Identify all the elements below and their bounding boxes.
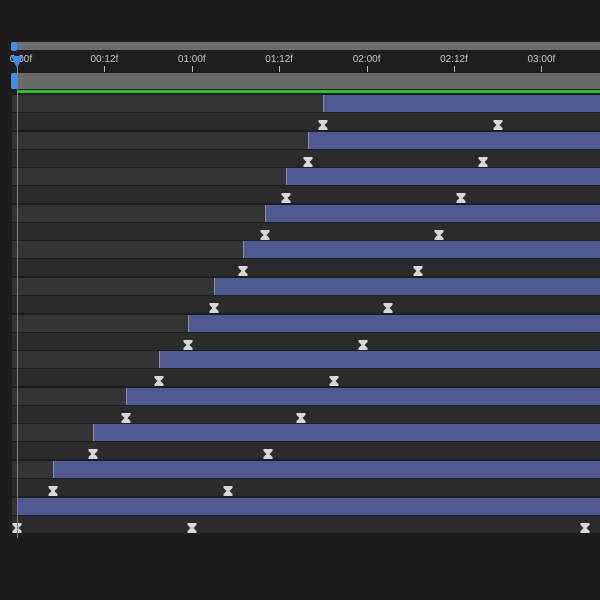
hourglass-keyframe-icon[interactable] bbox=[238, 263, 248, 277]
layer-row bbox=[12, 497, 600, 515]
work-area-bar[interactable] bbox=[12, 73, 600, 89]
hourglass-keyframe-icon[interactable] bbox=[456, 190, 466, 204]
keyframe-row bbox=[12, 296, 600, 313]
ruler-label: 01:12f bbox=[265, 54, 294, 65]
keyframe-row bbox=[12, 222, 600, 240]
layer-duration-bar[interactable] bbox=[53, 461, 600, 478]
layer-duration-bar[interactable] bbox=[93, 424, 600, 442]
hourglass-keyframe-icon[interactable] bbox=[154, 373, 164, 387]
keyframe-row bbox=[12, 405, 600, 423]
hourglass-keyframe-icon[interactable] bbox=[358, 337, 368, 350]
layer-duration-bar[interactable] bbox=[242, 241, 600, 259]
hourglass-keyframe-icon[interactable] bbox=[209, 300, 219, 313]
ruler-tick bbox=[279, 66, 281, 72]
keyframe-row bbox=[12, 369, 600, 387]
ruler-tick bbox=[104, 66, 106, 72]
layer-duration-bar[interactable] bbox=[322, 95, 600, 112]
hourglass-keyframe-icon[interactable] bbox=[413, 263, 423, 277]
keyframe-row bbox=[12, 149, 600, 167]
keyframe-row bbox=[12, 442, 600, 460]
hourglass-keyframe-icon[interactable] bbox=[183, 337, 193, 350]
layer-duration-bar[interactable] bbox=[308, 131, 600, 149]
hourglass-keyframe-icon[interactable] bbox=[296, 410, 306, 423]
layer-duration-bar[interactable] bbox=[17, 497, 600, 515]
ruler-label: 00:12f bbox=[90, 54, 119, 65]
ruler-tick bbox=[541, 66, 543, 72]
hourglass-keyframe-icon[interactable] bbox=[260, 227, 270, 240]
layer-row bbox=[12, 351, 600, 369]
hourglass-keyframe-icon[interactable] bbox=[318, 117, 328, 130]
layer-duration-bar[interactable] bbox=[126, 387, 600, 405]
ruler-label: 01:00f bbox=[177, 54, 206, 65]
keyframe-row bbox=[12, 186, 600, 204]
hourglass-keyframe-icon[interactable] bbox=[121, 410, 131, 423]
hourglass-keyframe-icon[interactable] bbox=[580, 520, 590, 533]
layer-row bbox=[12, 241, 600, 259]
layer-row bbox=[12, 168, 600, 186]
hourglass-keyframe-icon[interactable] bbox=[329, 373, 339, 387]
keyframe-row bbox=[12, 332, 600, 350]
playhead-handle-icon[interactable] bbox=[11, 56, 23, 68]
hourglass-keyframe-icon[interactable] bbox=[434, 227, 444, 240]
ruler-tick bbox=[366, 66, 368, 72]
layer-row bbox=[12, 387, 600, 405]
layer-duration-bar[interactable] bbox=[286, 168, 600, 186]
layer-row bbox=[12, 204, 600, 222]
hourglass-keyframe-icon[interactable] bbox=[383, 300, 393, 313]
navigator-start-handle[interactable] bbox=[11, 42, 17, 51]
layer-row bbox=[12, 278, 600, 295]
layer-row bbox=[12, 131, 600, 149]
layer-row bbox=[12, 95, 600, 112]
hourglass-keyframe-icon[interactable] bbox=[223, 483, 233, 496]
playhead-line[interactable] bbox=[17, 58, 18, 538]
keyframe-row bbox=[12, 113, 600, 130]
timeline-navigator[interactable] bbox=[12, 42, 600, 50]
layer-duration-bar[interactable] bbox=[213, 278, 600, 295]
hourglass-keyframe-icon[interactable] bbox=[263, 446, 273, 460]
keyframe-row bbox=[12, 479, 600, 496]
keyframe-row bbox=[12, 259, 600, 277]
work-area-start-handle[interactable] bbox=[11, 73, 17, 89]
render-cache-indicator bbox=[17, 90, 600, 93]
ruler-tick bbox=[454, 66, 455, 72]
hourglass-keyframe-icon[interactable] bbox=[187, 520, 197, 533]
layer-row bbox=[12, 424, 600, 442]
layer-duration-bar[interactable] bbox=[188, 314, 600, 332]
layer-row bbox=[12, 461, 600, 478]
hourglass-keyframe-icon[interactable] bbox=[478, 154, 488, 167]
hourglass-keyframe-icon[interactable] bbox=[493, 117, 503, 130]
ruler-label: 02:12f bbox=[440, 54, 468, 65]
ruler-label: 02:00f bbox=[352, 54, 381, 65]
keyframe-row bbox=[12, 515, 600, 533]
ruler-label: 03:00f bbox=[527, 54, 556, 65]
hourglass-keyframe-icon[interactable] bbox=[48, 483, 58, 496]
time-ruler[interactable]: 0:00f 00:12f 01:00f 01:12f 02:00f 02:12f 03:00… bbox=[10, 51, 600, 73]
layer-duration-bar[interactable] bbox=[264, 204, 600, 222]
hourglass-keyframe-icon[interactable] bbox=[281, 190, 291, 204]
ruler-tick bbox=[191, 66, 193, 72]
layer-duration-bar[interactable] bbox=[159, 351, 600, 369]
hourglass-keyframe-icon[interactable] bbox=[88, 446, 98, 460]
hourglass-keyframe-icon[interactable] bbox=[303, 154, 313, 167]
layer-row bbox=[12, 314, 600, 332]
